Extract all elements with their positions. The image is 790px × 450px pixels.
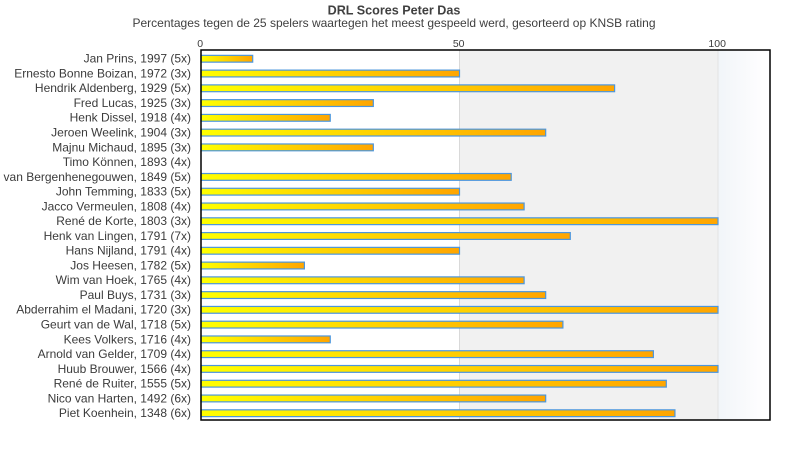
svg-text:René de Korte, 1803 (3x): René de Korte, 1803 (3x) xyxy=(56,214,191,228)
svg-text:100: 100 xyxy=(708,38,726,50)
svg-text:Timo Können, 1893 (4x): Timo Können, 1893 (4x) xyxy=(63,155,191,169)
svg-text:van Bergenhenegouwen, 1849 (5x: van Bergenhenegouwen, 1849 (5x) xyxy=(4,170,191,184)
svg-text:Geurt van de Wal, 1718 (5x): Geurt van de Wal, 1718 (5x) xyxy=(41,318,191,332)
svg-text:Hans Nijland, 1791 (4x): Hans Nijland, 1791 (4x) xyxy=(66,244,191,258)
svg-text:Jan Prins, 1997 (5x): Jan Prins, 1997 (5x) xyxy=(84,52,191,66)
svg-text:Arnold van Gelder, 1709 (4x): Arnold van Gelder, 1709 (4x) xyxy=(38,347,191,361)
svg-text:Nico van Harten, 1492 (6x): Nico van Harten, 1492 (6x) xyxy=(48,391,191,405)
svg-text:Majnu Michaud, 1895 (3x): Majnu Michaud, 1895 (3x) xyxy=(52,140,191,154)
svg-text:Henk Dissel, 1918 (4x): Henk Dissel, 1918 (4x) xyxy=(70,111,191,125)
svg-text:Huub Brouwer, 1566 (4x): Huub Brouwer, 1566 (4x) xyxy=(58,362,191,376)
svg-text:Henk van Lingen, 1791 (7x): Henk van Lingen, 1791 (7x) xyxy=(44,229,191,243)
svg-text:Ernesto Bonne Boizan, 1972 (3x: Ernesto Bonne Boizan, 1972 (3x) xyxy=(14,66,191,80)
svg-text:Abderrahim el Madani, 1720 (3x: Abderrahim el Madani, 1720 (3x) xyxy=(16,303,191,317)
svg-text:René de Ruiter, 1555 (5x): René de Ruiter, 1555 (5x) xyxy=(54,377,191,391)
svg-text:Kees Volkers, 1716 (4x): Kees Volkers, 1716 (4x) xyxy=(64,332,191,346)
svg-text:Fred Lucas, 1925 (3x): Fred Lucas, 1925 (3x) xyxy=(74,96,191,110)
svg-text:50: 50 xyxy=(453,38,465,50)
svg-text:Percentages tegen de 25 speler: Percentages tegen de 25 spelers waartege… xyxy=(133,16,656,30)
svg-text:Wim van Hoek, 1765 (4x): Wim van Hoek, 1765 (4x) xyxy=(56,273,191,287)
svg-text:0: 0 xyxy=(197,38,203,50)
svg-text:Jeroen Weelink, 1904 (3x): Jeroen Weelink, 1904 (3x) xyxy=(51,126,191,140)
svg-text:Jacco Vermeulen, 1808 (4x): Jacco Vermeulen, 1808 (4x) xyxy=(42,199,191,213)
svg-text:Paul Buys, 1731 (3x): Paul Buys, 1731 (3x) xyxy=(80,288,191,302)
svg-text:DRL Scores Peter Das: DRL Scores Peter Das xyxy=(328,4,461,18)
svg-text:Jos Heesen, 1782 (5x): Jos Heesen, 1782 (5x) xyxy=(70,258,191,272)
svg-text:Piet Koenhein, 1348 (6x): Piet Koenhein, 1348 (6x) xyxy=(59,406,191,420)
svg-text:Hendrik Aldenberg, 1929 (5x): Hendrik Aldenberg, 1929 (5x) xyxy=(35,81,191,95)
svg-text:John Temming, 1833 (5x): John Temming, 1833 (5x) xyxy=(56,185,191,199)
